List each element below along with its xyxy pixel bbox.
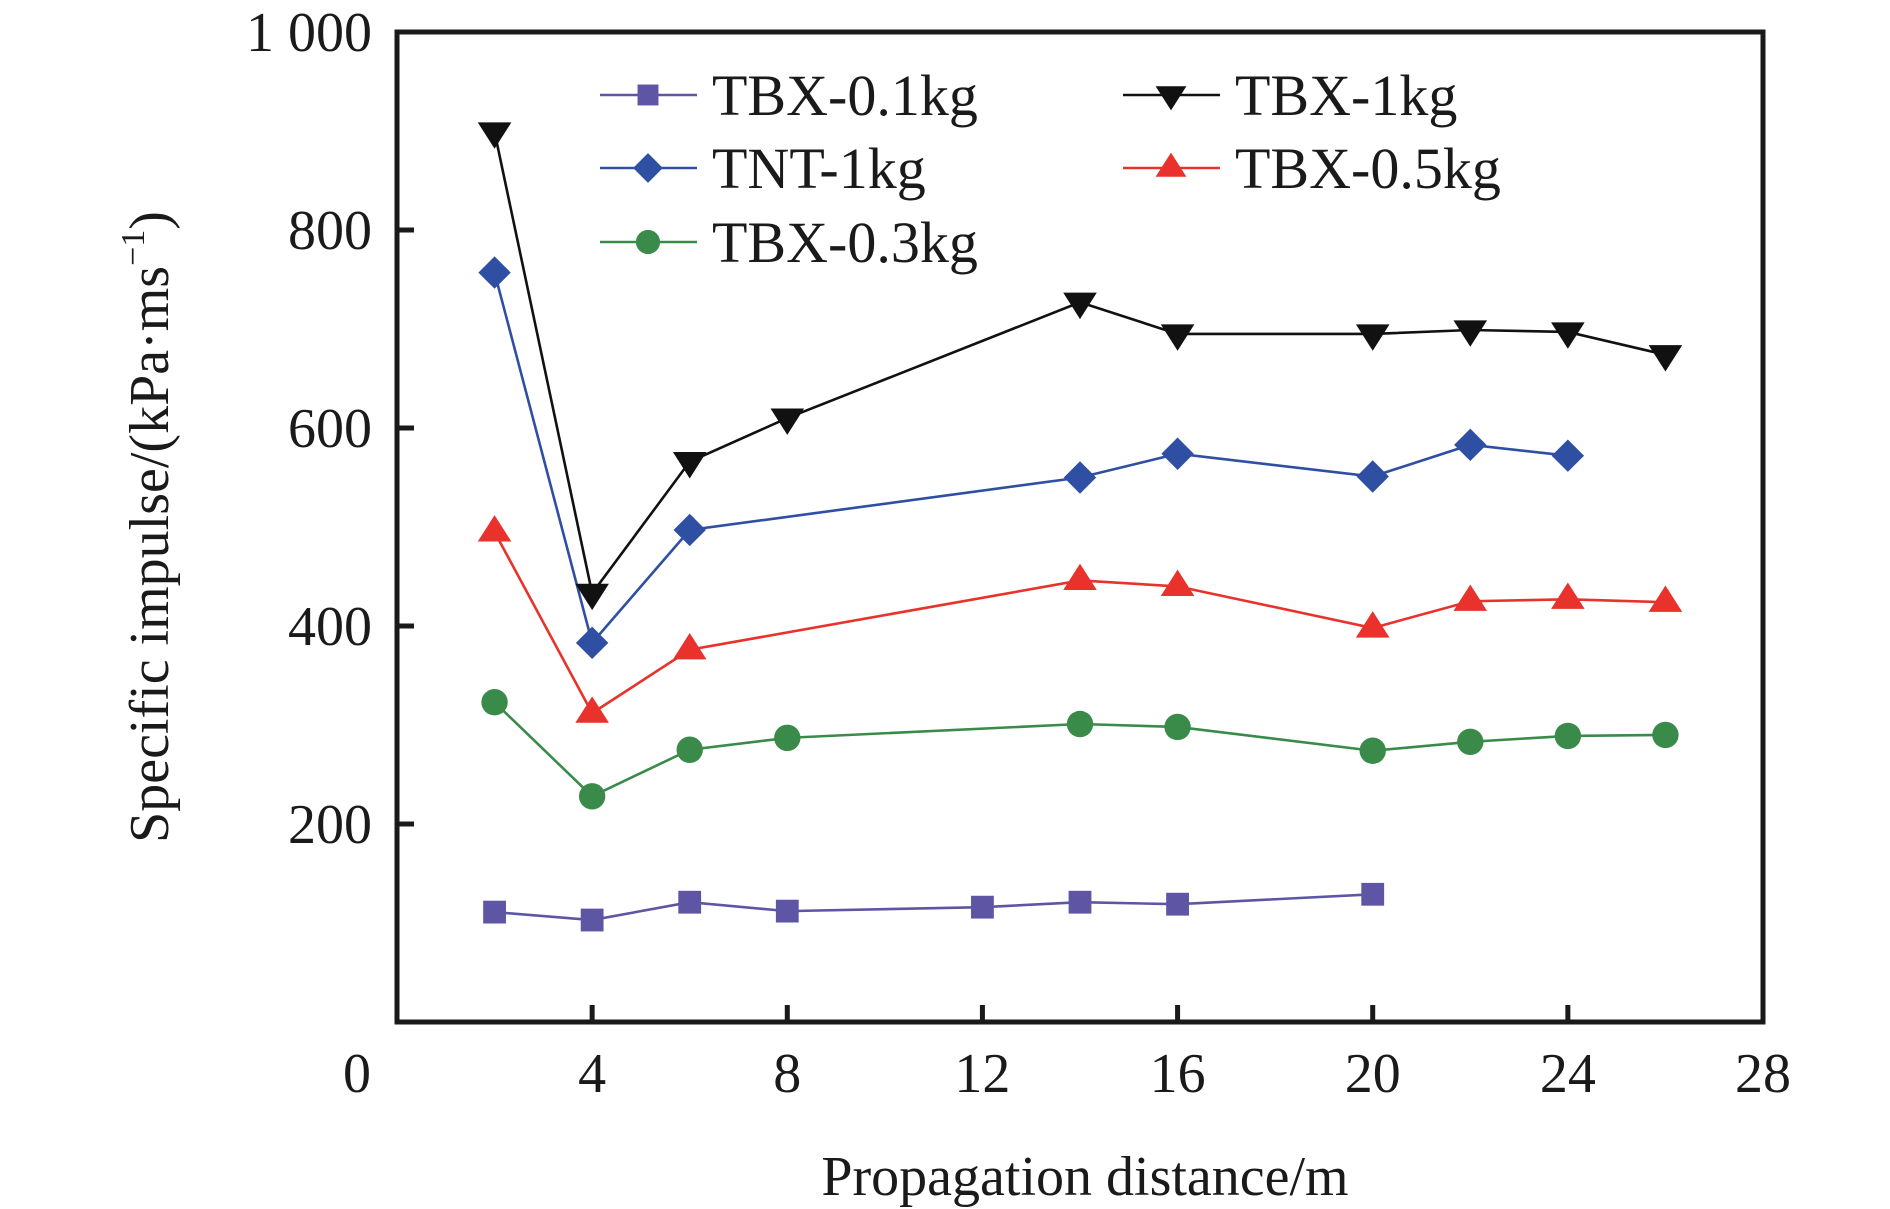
data-point bbox=[1361, 882, 1385, 906]
series-line bbox=[493, 701, 1666, 798]
legend: TBX-0.1kg TBX-1kg TNT-1kg TBX-0.5kg TBX-0.3k… bbox=[600, 63, 1501, 275]
y-axis-title-superscript: −1 bbox=[115, 230, 152, 266]
origin-tick-label: 0 bbox=[343, 1043, 371, 1105]
data-point bbox=[1453, 584, 1488, 611]
legend-marker-icon bbox=[635, 229, 661, 255]
data-point bbox=[1551, 322, 1585, 349]
x-axis-ticks: 4 8 12 16 20 24 28 bbox=[578, 1005, 1791, 1105]
data-point bbox=[1355, 611, 1390, 638]
data-point bbox=[1648, 345, 1683, 372]
data-point bbox=[477, 122, 512, 149]
x-tick-label: 16 bbox=[1150, 1043, 1206, 1105]
legend-marker-icon bbox=[1155, 152, 1187, 177]
legend-label: TBX-1kg bbox=[1235, 63, 1457, 128]
x-tick-label: 8 bbox=[773, 1043, 801, 1105]
data-point bbox=[1063, 563, 1097, 591]
series-line bbox=[493, 131, 1666, 597]
series-line bbox=[493, 531, 1666, 715]
data-point bbox=[1551, 439, 1585, 472]
legend-item: TBX-0.5kg bbox=[1123, 136, 1501, 201]
series-tbx-0-5kg bbox=[477, 515, 1683, 723]
y-axis-title-close: ) bbox=[119, 211, 181, 230]
data-point bbox=[1356, 460, 1389, 493]
series-tbx-1kg bbox=[477, 122, 1683, 611]
data-point bbox=[1554, 722, 1582, 750]
legend-item: TBX-0.1kg bbox=[600, 63, 978, 128]
plot-frame bbox=[394, 29, 1766, 1025]
series-line bbox=[493, 272, 1569, 646]
data-point bbox=[483, 900, 506, 924]
data-point bbox=[575, 626, 609, 660]
data-point bbox=[1359, 737, 1386, 764]
x-tick-label: 12 bbox=[954, 1043, 1010, 1105]
data-point bbox=[1066, 710, 1094, 738]
legend-label: TBX-0.1kg bbox=[712, 63, 978, 128]
data-point bbox=[575, 583, 609, 611]
x-tick-label: 20 bbox=[1345, 1043, 1401, 1105]
y-tick-label: 200 bbox=[288, 794, 372, 856]
legend-marker-icon bbox=[633, 153, 663, 183]
x-tick-label: 4 bbox=[578, 1043, 606, 1105]
series-tbx-0-1kg bbox=[483, 882, 1385, 932]
plot-border bbox=[394, 29, 1766, 1025]
legend-label: TBX-0.3kg bbox=[712, 210, 978, 275]
data-point bbox=[578, 783, 606, 810]
data-point bbox=[678, 890, 702, 914]
data-point bbox=[676, 736, 703, 763]
y-tick-label: 1 000 bbox=[246, 2, 372, 64]
data-point bbox=[1161, 437, 1194, 470]
data-point bbox=[477, 515, 512, 542]
data-point bbox=[1454, 428, 1487, 462]
legend-item: TBX-0.3kg bbox=[600, 210, 978, 275]
x-tick-label: 28 bbox=[1735, 1043, 1791, 1105]
data-point bbox=[1457, 728, 1484, 756]
data-point bbox=[1068, 890, 1092, 914]
data-point bbox=[1453, 320, 1488, 347]
legend-item: TBX-1kg bbox=[1123, 63, 1457, 128]
legend-marker-icon bbox=[637, 84, 659, 106]
data-point bbox=[575, 696, 609, 723]
data-point bbox=[1160, 569, 1195, 596]
data-point bbox=[580, 908, 604, 932]
legend-marker-icon bbox=[1155, 86, 1187, 111]
data-point bbox=[1355, 324, 1390, 351]
y-axis-ticks: 200 400 600 800 1 000 bbox=[246, 2, 414, 856]
data-point bbox=[1063, 292, 1097, 320]
data-point bbox=[1551, 582, 1585, 609]
data-point bbox=[774, 724, 801, 752]
data-point bbox=[1164, 713, 1191, 741]
data-point bbox=[1063, 461, 1097, 494]
data-point bbox=[775, 899, 799, 923]
legend-item: TNT-1kg bbox=[600, 136, 926, 201]
data-point bbox=[481, 689, 508, 716]
data-point bbox=[1648, 585, 1683, 612]
y-tick-label: 800 bbox=[288, 200, 372, 262]
y-tick-label: 600 bbox=[288, 398, 372, 460]
data-point bbox=[1166, 892, 1189, 916]
series-line bbox=[494, 892, 1373, 922]
series-layer bbox=[477, 122, 1683, 932]
data-point bbox=[478, 256, 511, 289]
legend-label: TNT-1kg bbox=[712, 136, 926, 201]
legend-label: TBX-0.5kg bbox=[1235, 136, 1501, 201]
data-point bbox=[672, 452, 707, 479]
x-tick-label: 24 bbox=[1540, 1043, 1596, 1105]
y-axis-title-main: Specific impulse/(kPa·ms bbox=[119, 266, 181, 843]
data-point bbox=[770, 408, 805, 435]
data-point bbox=[1652, 721, 1679, 749]
y-axis-title: Specific impulse/(kPa·ms−1) bbox=[115, 211, 181, 843]
data-point bbox=[672, 632, 707, 660]
data-point bbox=[673, 513, 706, 547]
y-tick-label: 400 bbox=[288, 596, 372, 658]
series-tnt-1kg bbox=[478, 256, 1585, 660]
x-axis-title: Propagation distance/m bbox=[821, 1146, 1348, 1208]
data-point bbox=[971, 895, 994, 919]
data-point bbox=[1160, 324, 1195, 351]
series-tbx-0-3kg bbox=[481, 689, 1679, 810]
